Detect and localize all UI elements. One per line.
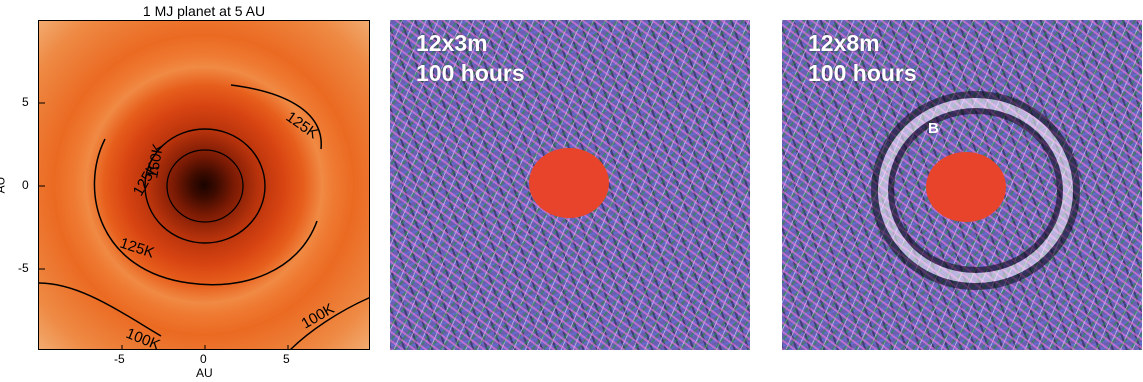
telescope-config-label: 12x8m bbox=[808, 30, 880, 56]
y-axis-label: AU bbox=[0, 176, 8, 194]
model-title: 1 MJ planet at 5 AU bbox=[142, 3, 266, 19]
contour-150k-inner bbox=[144, 128, 266, 244]
contour-100k-right bbox=[290, 297, 369, 349]
exposure-time-label: 100 hours bbox=[808, 60, 917, 86]
disk-ring-structure bbox=[878, 98, 1073, 283]
contour-125k-lower bbox=[93, 138, 318, 286]
simulated-observation-12x8m: 12x8m 100 hours B bbox=[782, 20, 1142, 350]
contour-label: 125K bbox=[118, 235, 157, 262]
simulated-observation-12x3m: 12x3m 100 hours bbox=[390, 20, 750, 350]
exposure-time-label: 100 hours bbox=[416, 60, 525, 86]
contour-label: 100K bbox=[299, 300, 338, 332]
contour-label: 125K bbox=[283, 108, 321, 142]
ytick-label: 5 bbox=[22, 95, 29, 109]
central-mask bbox=[529, 148, 609, 218]
xtick-label: 5 bbox=[283, 352, 290, 366]
contour-label: 150K bbox=[144, 142, 167, 179]
telescope-config-label: 12x3m bbox=[416, 30, 488, 56]
ytick-label: 0 bbox=[22, 178, 29, 192]
xtick-label: -5 bbox=[114, 352, 125, 366]
model-panel: 1 MJ planet at 5 AU 125K 150K 125K 125K … bbox=[0, 0, 370, 382]
contour-150k bbox=[166, 149, 244, 223]
contour-100k-left bbox=[39, 282, 162, 337]
model-plot-area: 125K 150K 125K 125K 100K 100K bbox=[38, 20, 370, 350]
central-mask bbox=[926, 152, 1006, 222]
x-axis-label: AU bbox=[196, 366, 213, 380]
planet-marker: B bbox=[928, 120, 939, 137]
xtick-label: 0 bbox=[200, 352, 207, 366]
contour-125k-upper bbox=[230, 84, 322, 150]
ytick-label: -5 bbox=[18, 261, 29, 275]
contour-label: 100K bbox=[124, 325, 163, 350]
contour-overlay: 125K 150K 125K 125K 100K 100K bbox=[39, 84, 369, 350]
